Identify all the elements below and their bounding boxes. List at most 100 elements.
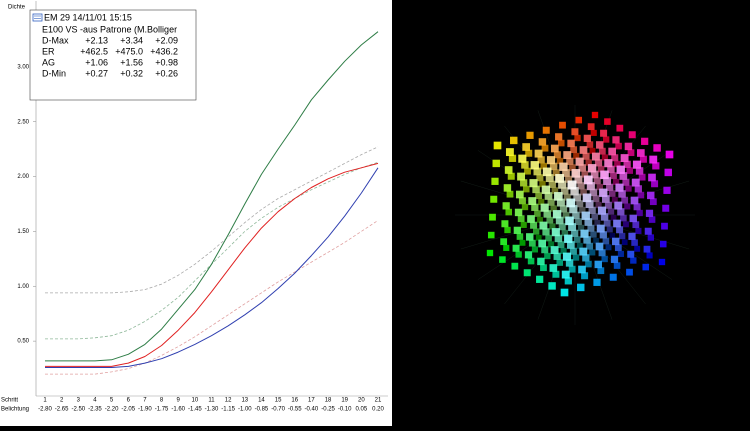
cube-cell (530, 161, 539, 170)
cube-cell (551, 187, 559, 194)
cube-cell (575, 116, 583, 124)
cube-cell (646, 252, 653, 259)
cube-cell (534, 149, 543, 158)
x-tick-label: 2 (60, 398, 64, 404)
cube-cell (569, 205, 578, 214)
series-line (45, 31, 379, 362)
x-tick-label: 6 (127, 398, 131, 404)
cube-cell (581, 170, 589, 178)
x2-tick-label: -2.50 (71, 407, 85, 413)
cube-cell (538, 138, 547, 146)
cube-cell (536, 174, 544, 182)
cube-cell (662, 204, 670, 212)
y-tick-label: 1.00 (17, 284, 29, 290)
cube-cell (600, 213, 609, 221)
x-tick-label: 18 (325, 398, 332, 404)
cube-cell (526, 131, 534, 139)
cube-cell (542, 167, 552, 177)
cube-cell (573, 236, 581, 243)
cube-cell (591, 111, 599, 119)
info-icon (32, 13, 43, 22)
cube-cell (569, 247, 577, 255)
cube-cell (523, 269, 531, 277)
cube-cell (541, 144, 549, 152)
cube-cell (505, 148, 514, 157)
cube-cell (560, 247, 567, 254)
cube-cell (577, 283, 585, 292)
x2-tick-label: -2.80 (38, 407, 52, 413)
cube-cell (611, 196, 618, 203)
series-line (45, 220, 379, 375)
cube-cell (525, 149, 533, 157)
cube-cell (588, 206, 596, 214)
cube-cell (566, 157, 574, 165)
cube-cell (636, 209, 643, 217)
cube-cell (549, 223, 556, 230)
cube-cell (546, 216, 554, 224)
glow-ray (574, 110, 613, 216)
cube-cell (503, 244, 510, 251)
cube-cell (615, 183, 624, 192)
cube-cell (634, 185, 642, 193)
cube-cell (642, 263, 650, 271)
color-cube-image (455, 105, 695, 325)
cube-cell (554, 192, 563, 201)
cube-cell (618, 190, 626, 198)
cube-cell (544, 252, 551, 260)
cube-cell (631, 239, 638, 246)
cube-cell (610, 214, 617, 221)
cube-cell (528, 197, 537, 206)
cube-cell (608, 190, 616, 197)
info-value: +1.06 (85, 57, 108, 67)
x-tick-label: 15 (275, 398, 282, 404)
cube-cell (545, 174, 554, 183)
cube-cell (561, 229, 568, 237)
cube-cell (614, 201, 623, 210)
cube-cell (593, 237, 599, 244)
cube-cell (489, 213, 496, 221)
cube-cell (519, 239, 526, 246)
x2-tick-label: 0.05 (356, 407, 368, 413)
cube-cell (551, 144, 559, 153)
info-value: +1.56 (120, 57, 143, 67)
cube-cell (555, 174, 564, 183)
cube-cell (603, 177, 612, 186)
y-tick-label: 3.00 (17, 64, 29, 70)
cube-cell (595, 201, 602, 208)
cube-cell (626, 167, 634, 174)
cube-cell (606, 226, 613, 233)
cube-cell (511, 262, 519, 270)
y-tick-label: 0.50 (17, 339, 29, 345)
cube-cell (613, 178, 620, 185)
cube-cell (614, 244, 622, 252)
cube-cell (587, 164, 597, 173)
cube-cell (595, 242, 604, 251)
cube-cell (572, 254, 580, 261)
cube-cell (534, 210, 541, 217)
x-tick-label: 13 (241, 398, 248, 404)
x2-tick-label: -1.30 (205, 407, 219, 413)
cube-cell (599, 231, 607, 239)
info-box: EM 29 14/11/01 15:15 E100 VS -aus Patron… (29, 9, 197, 101)
cube-cell (600, 170, 609, 180)
cube-cell (487, 231, 495, 239)
cube-cell (542, 228, 550, 236)
cube-cell (553, 252, 561, 260)
cube-cell (548, 180, 556, 188)
cube-cell (578, 265, 586, 274)
cube-cell (649, 155, 658, 164)
cube-cell (516, 233, 524, 240)
cube-cell (537, 257, 545, 266)
cube-cell (601, 154, 608, 161)
cube-cell (641, 137, 649, 145)
cube-cell (564, 234, 573, 243)
plot: 0.50 1.00 1.50 2.00 2.50 3.00 1 -2.80 2 -2.65 3 -2.… (17, 31, 384, 413)
cube-cell (634, 245, 641, 252)
cube-cell (547, 198, 555, 206)
info-value: +475.0 (115, 46, 143, 56)
cube-cell (653, 144, 661, 152)
info-row-label: D-Max (42, 35, 69, 45)
glow-ray (574, 214, 690, 250)
info-value: +3.34 (120, 35, 143, 45)
